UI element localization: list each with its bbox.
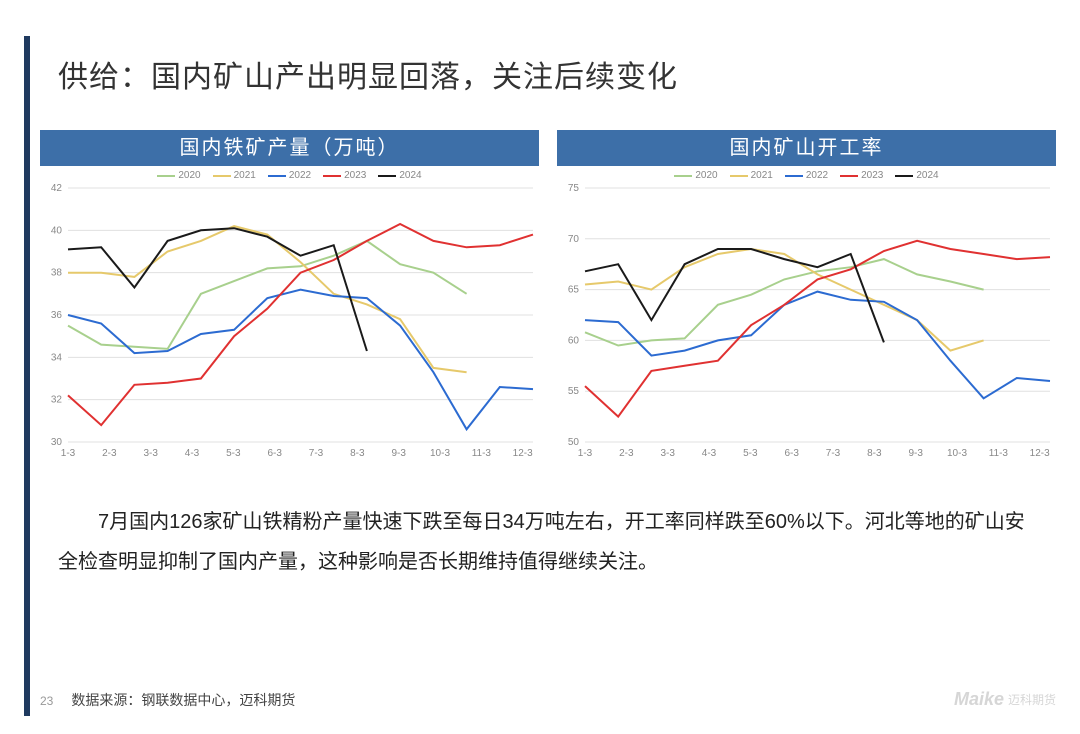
data-source: 数据来源：钢联数据中心，迈科期货 bbox=[71, 690, 295, 710]
brand-logo: Maike 迈科期货 bbox=[954, 689, 1056, 710]
svg-text:5-3: 5-3 bbox=[226, 448, 241, 459]
chart-right-legend: 2020 2021 2022 2023 2024 bbox=[557, 170, 1056, 181]
legend-label: 2024 bbox=[399, 170, 421, 181]
svg-text:4-3: 4-3 bbox=[185, 448, 200, 459]
svg-text:7-3: 7-3 bbox=[309, 448, 324, 459]
svg-text:8-3: 8-3 bbox=[867, 448, 882, 459]
svg-text:1-3: 1-3 bbox=[578, 448, 593, 459]
svg-text:6-3: 6-3 bbox=[784, 448, 799, 459]
svg-text:9-3: 9-3 bbox=[391, 448, 406, 459]
legend-item-2022: 2022 bbox=[785, 170, 828, 181]
series-2020 bbox=[585, 259, 984, 345]
legend-item-2020: 2020 bbox=[674, 170, 717, 181]
svg-text:42: 42 bbox=[51, 183, 63, 194]
svg-text:75: 75 bbox=[568, 183, 580, 194]
legend-swatch bbox=[323, 175, 341, 177]
svg-text:5-3: 5-3 bbox=[743, 448, 758, 459]
svg-text:12-3: 12-3 bbox=[513, 448, 533, 459]
svg-text:10-3: 10-3 bbox=[430, 448, 450, 459]
chart-left: 国内铁矿产量（万吨） 20202021202220232024 30323436… bbox=[40, 130, 539, 466]
page-title: 供给：国内矿山产出明显回落，关注后续变化 bbox=[58, 52, 678, 96]
chart-right-svg: 5055606570751-32-33-34-35-36-37-38-39-31… bbox=[585, 188, 1050, 442]
legend-swatch bbox=[730, 175, 748, 177]
legend-label: 2022 bbox=[289, 170, 311, 181]
legend-item-2020: 2020 bbox=[157, 170, 200, 181]
svg-text:38: 38 bbox=[51, 268, 63, 279]
legend-label: 2023 bbox=[344, 170, 366, 181]
chart-left-title: 国内铁矿产量（万吨） bbox=[40, 130, 539, 166]
legend-item-2024: 2024 bbox=[895, 170, 938, 181]
legend-label: 2021 bbox=[234, 170, 256, 181]
legend-swatch bbox=[895, 175, 913, 177]
svg-text:10-3: 10-3 bbox=[947, 448, 967, 459]
svg-text:11-3: 11-3 bbox=[989, 448, 1009, 459]
svg-text:65: 65 bbox=[568, 285, 580, 296]
legend-swatch bbox=[157, 175, 175, 177]
legend-swatch bbox=[785, 175, 803, 177]
svg-text:6-3: 6-3 bbox=[267, 448, 282, 459]
svg-text:12-3: 12-3 bbox=[1030, 448, 1050, 459]
series-2022 bbox=[585, 292, 1050, 399]
legend-swatch bbox=[840, 175, 858, 177]
svg-text:34: 34 bbox=[51, 352, 63, 363]
chart-right: 国内矿山开工率 20202021202220232024 50556065707… bbox=[557, 130, 1056, 466]
accent-bar bbox=[24, 36, 30, 716]
chart-right-area: 20202021202220232024 5055606570751-32-33… bbox=[557, 166, 1056, 466]
series-2022 bbox=[68, 290, 533, 430]
svg-text:1-3: 1-3 bbox=[61, 448, 76, 459]
legend-label: 2020 bbox=[178, 170, 200, 181]
chart-right-title: 国内矿山开工率 bbox=[557, 130, 1056, 166]
svg-text:2-3: 2-3 bbox=[102, 448, 117, 459]
svg-text:3-3: 3-3 bbox=[660, 448, 675, 459]
legend-item-2022: 2022 bbox=[268, 170, 311, 181]
series-2024 bbox=[585, 249, 884, 342]
legend-label: 2020 bbox=[695, 170, 717, 181]
legend-item-2021: 2021 bbox=[213, 170, 256, 181]
legend-swatch bbox=[213, 175, 231, 177]
body-paragraph: 7月国内126家矿山铁精粉产量快速下跌至每日34万吨左右，开工率同样跌至60%以… bbox=[58, 502, 1040, 582]
svg-text:9-3: 9-3 bbox=[908, 448, 923, 459]
charts-row: 国内铁矿产量（万吨） 20202021202220232024 30323436… bbox=[40, 130, 1056, 466]
svg-text:3-3: 3-3 bbox=[143, 448, 158, 459]
svg-text:7-3: 7-3 bbox=[826, 448, 841, 459]
legend-label: 2024 bbox=[916, 170, 938, 181]
legend-item-2023: 2023 bbox=[840, 170, 883, 181]
svg-text:40: 40 bbox=[51, 225, 63, 236]
svg-text:50: 50 bbox=[568, 437, 580, 448]
svg-text:36: 36 bbox=[51, 310, 63, 321]
legend-swatch bbox=[268, 175, 286, 177]
chart-left-svg: 303234363840421-32-33-34-35-36-37-38-39-… bbox=[68, 188, 533, 442]
svg-text:11-3: 11-3 bbox=[472, 448, 492, 459]
page-number: 23 bbox=[40, 694, 53, 708]
svg-text:60: 60 bbox=[568, 335, 580, 346]
series-2020 bbox=[68, 241, 467, 349]
brand-name: Maike bbox=[954, 689, 1004, 710]
svg-text:2-3: 2-3 bbox=[619, 448, 634, 459]
legend-label: 2021 bbox=[751, 170, 773, 181]
svg-text:8-3: 8-3 bbox=[350, 448, 365, 459]
legend-item-2024: 2024 bbox=[378, 170, 421, 181]
svg-text:4-3: 4-3 bbox=[702, 448, 717, 459]
legend-item-2023: 2023 bbox=[323, 170, 366, 181]
footer: 23 数据来源：钢联数据中心，迈科期货 Maike 迈科期货 bbox=[40, 689, 1056, 710]
legend-label: 2023 bbox=[861, 170, 883, 181]
legend-swatch bbox=[674, 175, 692, 177]
svg-text:70: 70 bbox=[568, 234, 580, 245]
series-2023 bbox=[68, 224, 533, 425]
series-2021 bbox=[585, 249, 984, 351]
legend-swatch bbox=[378, 175, 396, 177]
legend-label: 2022 bbox=[806, 170, 828, 181]
svg-text:30: 30 bbox=[51, 437, 63, 448]
chart-left-legend: 2020 2021 2022 2023 2024 bbox=[40, 170, 539, 181]
svg-text:55: 55 bbox=[568, 386, 580, 397]
svg-text:32: 32 bbox=[51, 395, 63, 406]
chart-left-area: 20202021202220232024 303234363840421-32-… bbox=[40, 166, 539, 466]
brand-sub: 迈科期货 bbox=[1008, 691, 1056, 708]
legend-item-2021: 2021 bbox=[730, 170, 773, 181]
